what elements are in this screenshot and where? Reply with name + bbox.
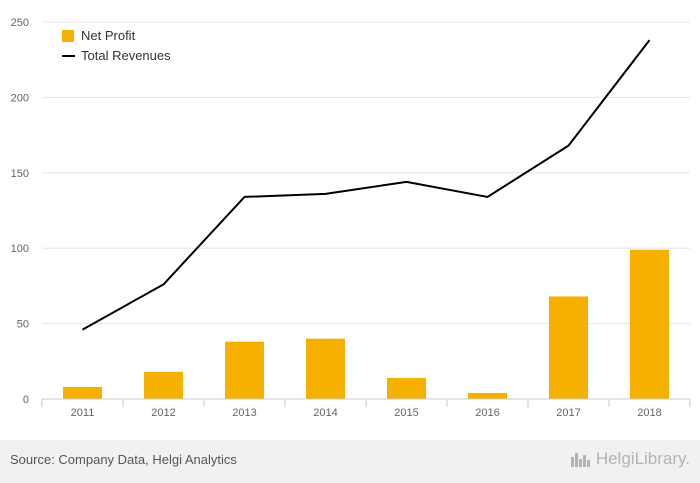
legend-label[interactable]: Total Revenues	[81, 48, 171, 63]
bar-net-profit-2011[interactable]	[63, 386, 102, 399]
x-tick-label: 2015	[394, 407, 418, 419]
x-tick-label: 2018	[637, 407, 661, 419]
logo-text: HelgiLibrary.	[595, 449, 690, 468]
x-axis: 2011 2012 2013 2014 2015 2016 2017 2018	[41, 398, 691, 419]
legend-swatch-net-profit	[62, 30, 74, 42]
x-tick-label: 2014	[313, 407, 337, 419]
y-tick-label: 250	[11, 17, 29, 29]
helgi-library-logo[interactable]: HelgiLibrary.	[570, 449, 690, 469]
legend: Net Profit Total Revenues	[62, 28, 171, 63]
y-tick-label: 150	[11, 168, 29, 180]
chart-canvas: 0 50 100 150 200 250 2011 2012 2013 2014 2015 2016…	[11, 17, 691, 419]
x-tick-label: 2017	[556, 407, 580, 419]
y-tick-label: 50	[17, 319, 29, 331]
bar-net-profit-2016[interactable]	[468, 392, 507, 399]
y-tick-label: 200	[11, 92, 29, 104]
legend-label[interactable]: Net Profit	[81, 28, 136, 43]
x-tick-label: 2011	[71, 407, 95, 419]
bar-net-profit-2018[interactable]	[630, 249, 669, 399]
x-tick-label: 2012	[151, 407, 175, 419]
source-note: Source: Company Data, Helgi Analytics	[10, 452, 237, 467]
x-tick-label: 2016	[475, 407, 499, 419]
bar-net-profit-2012[interactable]	[144, 371, 183, 399]
bars-net-profit	[63, 249, 669, 399]
bar-net-profit-2013[interactable]	[225, 341, 264, 399]
skyline-icon	[570, 453, 590, 467]
y-tick-label: 0	[23, 394, 29, 406]
x-tick-label: 2013	[232, 407, 256, 419]
line-total-revenues-path[interactable]	[82, 39, 651, 331]
line-total-revenues	[82, 39, 651, 331]
y-tick-label: 100	[11, 243, 29, 255]
bar-net-profit-2014[interactable]	[306, 338, 345, 399]
bar-net-profit-2017[interactable]	[549, 296, 588, 399]
bar-net-profit-2015[interactable]	[387, 377, 426, 399]
y-axis: 0 50 100 150 200 250	[11, 17, 29, 406]
grid	[42, 21, 690, 325]
